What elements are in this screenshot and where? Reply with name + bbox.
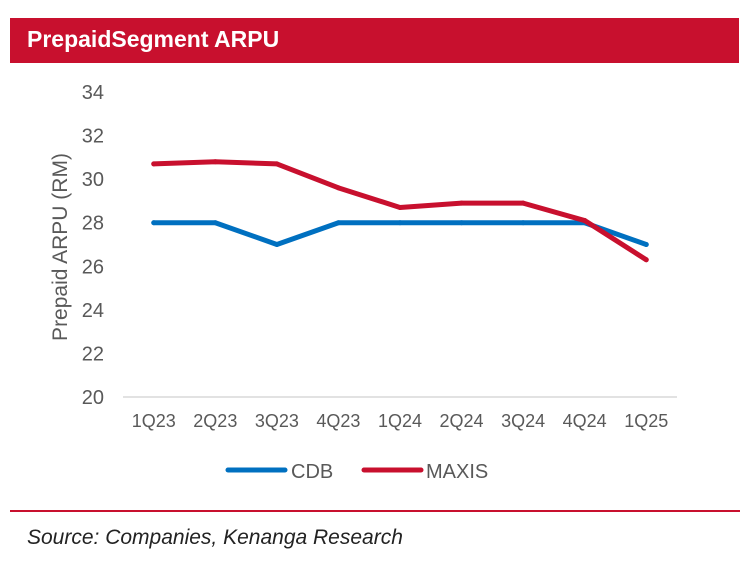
data-point-maxis xyxy=(459,200,465,206)
data-point-maxis xyxy=(643,257,649,263)
y-tick-label: 30 xyxy=(82,169,104,191)
data-point-cdb xyxy=(151,220,157,226)
data-point-cdb xyxy=(212,220,218,226)
data-point-maxis xyxy=(520,200,526,206)
x-tick-label: 1Q23 xyxy=(132,411,176,431)
data-point-maxis xyxy=(397,204,403,210)
x-tick-label: 3Q23 xyxy=(255,411,299,431)
source-note: Source: Companies, Kenanga Research xyxy=(27,526,403,549)
data-point-cdb xyxy=(459,220,465,226)
data-point-cdb xyxy=(520,220,526,226)
x-tick-label: 2Q23 xyxy=(193,411,237,431)
y-axis-label: Prepaid ARPU (RM) xyxy=(49,153,72,341)
line-chart: Prepaid ARPU (RM) 20 22 24 26 28 30 32 34 1Q23 2… xyxy=(49,82,677,483)
data-point-cdb xyxy=(643,242,649,247)
y-tick-label: 20 xyxy=(82,387,104,409)
data-point-cdb xyxy=(274,242,280,247)
x-tick-label: 1Q24 xyxy=(378,411,422,431)
chart-title: PrepaidSegment ARPU xyxy=(27,26,280,52)
data-point-maxis xyxy=(212,159,218,165)
x-tick-label: 4Q24 xyxy=(563,411,607,431)
y-tick-label: 26 xyxy=(82,256,104,278)
data-point-maxis xyxy=(151,161,157,167)
legend-label-cdb: CDB xyxy=(291,461,333,483)
footer-divider xyxy=(10,510,740,512)
series-line-cdb xyxy=(151,220,649,247)
y-tick-label: 32 xyxy=(82,126,104,148)
data-point-maxis xyxy=(582,218,588,224)
y-tick-label: 34 xyxy=(82,82,104,104)
data-point-cdb xyxy=(397,220,403,226)
y-tick-label: 22 xyxy=(82,343,104,365)
series-line-maxis xyxy=(151,159,649,263)
data-point-maxis xyxy=(274,161,280,167)
data-point-maxis xyxy=(335,185,341,191)
x-tick-label: 2Q24 xyxy=(440,411,484,431)
x-tick-label: 3Q24 xyxy=(501,411,545,431)
y-tick-label: 24 xyxy=(82,300,104,322)
x-tick-label: 4Q23 xyxy=(316,411,360,431)
y-tick-label: 28 xyxy=(82,213,104,235)
legend-label-maxis: MAXIS xyxy=(426,461,488,483)
data-point-cdb xyxy=(335,220,341,226)
x-tick-label: 1Q25 xyxy=(624,411,668,431)
title-bar: PrepaidSegment ARPU xyxy=(10,18,739,63)
